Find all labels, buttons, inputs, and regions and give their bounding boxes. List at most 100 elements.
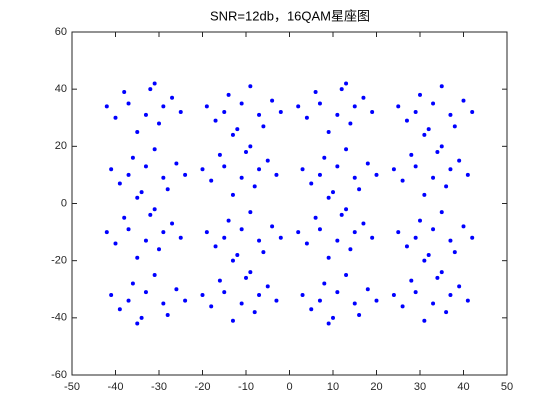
point xyxy=(431,175,436,180)
point xyxy=(296,230,301,235)
point xyxy=(265,284,270,289)
point xyxy=(274,172,279,177)
point xyxy=(313,90,318,95)
point xyxy=(304,241,309,246)
point xyxy=(244,275,248,280)
point xyxy=(204,230,209,235)
point xyxy=(335,164,340,169)
point xyxy=(370,235,375,240)
point xyxy=(126,101,131,106)
point xyxy=(157,247,161,252)
point xyxy=(344,272,349,277)
point xyxy=(235,127,240,132)
point xyxy=(361,221,366,226)
y-tick-label: -40 xyxy=(51,312,67,324)
point xyxy=(326,321,331,326)
x-tick-label: -30 xyxy=(151,381,167,393)
point xyxy=(426,252,431,257)
point xyxy=(300,292,305,297)
point xyxy=(461,98,466,103)
point xyxy=(413,110,418,115)
point xyxy=(148,212,153,217)
point xyxy=(431,227,436,232)
point xyxy=(161,301,166,306)
point xyxy=(174,287,179,292)
point xyxy=(248,270,253,275)
point xyxy=(344,207,349,212)
point xyxy=(439,144,444,149)
point xyxy=(126,172,131,177)
point xyxy=(470,110,475,115)
point xyxy=(143,238,148,243)
point xyxy=(104,104,109,109)
point xyxy=(209,304,214,309)
point xyxy=(461,224,466,229)
point xyxy=(265,158,270,163)
point xyxy=(422,132,427,137)
point xyxy=(270,224,275,229)
point xyxy=(326,195,331,200)
point xyxy=(222,290,227,295)
point xyxy=(139,315,144,320)
point xyxy=(157,121,161,126)
point xyxy=(230,192,235,197)
point xyxy=(174,161,179,166)
point xyxy=(230,318,235,323)
point xyxy=(326,255,331,260)
point xyxy=(235,252,240,257)
point xyxy=(113,115,118,120)
point xyxy=(139,190,144,195)
point xyxy=(344,147,349,152)
point xyxy=(117,307,122,312)
point xyxy=(309,307,314,312)
x-tick-label: 30 xyxy=(414,381,426,393)
point xyxy=(257,112,262,117)
point xyxy=(357,187,362,192)
point xyxy=(448,238,453,243)
plot-area xyxy=(72,32,507,375)
point xyxy=(135,321,140,326)
point xyxy=(317,101,322,106)
point xyxy=(322,155,327,160)
point xyxy=(361,95,366,100)
point xyxy=(435,150,440,155)
point xyxy=(261,124,266,129)
point xyxy=(335,112,340,117)
point xyxy=(244,150,248,155)
point xyxy=(148,87,153,92)
point xyxy=(331,315,335,320)
point xyxy=(278,110,283,115)
point xyxy=(313,215,318,220)
point xyxy=(170,95,175,100)
point xyxy=(409,152,414,157)
point xyxy=(239,101,244,106)
y-tick-label: 40 xyxy=(55,83,67,95)
point xyxy=(296,104,301,109)
point xyxy=(418,218,422,223)
point xyxy=(204,104,209,109)
point xyxy=(226,218,231,223)
point xyxy=(183,172,188,177)
point xyxy=(152,81,157,86)
point xyxy=(409,278,414,283)
point xyxy=(109,167,114,172)
point xyxy=(270,98,275,103)
point xyxy=(113,241,118,246)
point xyxy=(339,212,344,217)
point xyxy=(183,298,188,303)
point xyxy=(300,167,305,172)
point xyxy=(170,221,175,226)
point xyxy=(465,172,470,177)
point xyxy=(135,195,140,200)
point xyxy=(444,184,449,189)
point xyxy=(161,175,166,180)
point xyxy=(317,298,322,303)
point xyxy=(452,250,457,255)
x-tick-label: 0 xyxy=(286,381,292,393)
point xyxy=(404,118,409,123)
point xyxy=(222,164,227,169)
point xyxy=(248,84,253,89)
point xyxy=(391,167,396,172)
point xyxy=(248,210,253,215)
point xyxy=(348,247,353,252)
